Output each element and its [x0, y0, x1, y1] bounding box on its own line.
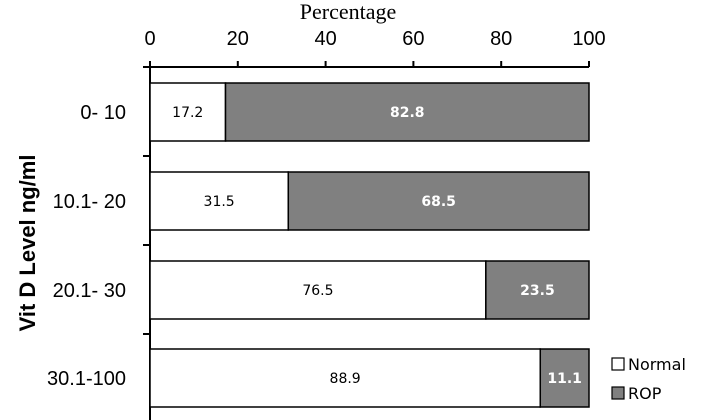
x-tick-label: 40: [314, 28, 336, 50]
bar-normal: [149, 260, 487, 320]
bar-rop: [224, 82, 590, 142]
y-tick-label: 30.1-100: [47, 368, 126, 390]
x-tick-label: 0: [144, 28, 155, 50]
y-tick-label: 20.1- 30: [53, 280, 126, 302]
data-label-normal: 76.5: [302, 283, 333, 299]
data-label-normal: 88.9: [330, 371, 361, 387]
y-tick-label: 10.1- 20: [53, 191, 126, 213]
legend-swatch-normal: [611, 357, 625, 371]
y-axis-label: Vit D Level ng/ml: [15, 155, 40, 332]
x-tick-label: 80: [490, 28, 512, 50]
bar-normal: [149, 82, 227, 142]
bar-normal: [149, 348, 542, 408]
x-tick-label: 60: [402, 28, 424, 50]
data-label-normal: 17.2: [172, 105, 203, 121]
data-label-rop: 68.5: [421, 194, 456, 210]
bar-rop: [539, 348, 590, 408]
x-tick-label: 100: [572, 28, 605, 50]
data-label-rop: 23.5: [520, 283, 555, 299]
data-label-rop: 11.1: [547, 371, 582, 387]
plot-area: 0 20 40 60 80 100 0- 10 17.2 82.8 10.1- 20 31.5 68.…: [47, 28, 606, 420]
data-label-normal: 31.5: [204, 194, 235, 210]
data-label-rop: 82.8: [390, 105, 425, 121]
bar-rop: [287, 171, 590, 231]
bar-rop: [485, 260, 590, 320]
legend-label-normal: Normal: [628, 355, 686, 374]
legend-label-rop: ROP: [628, 384, 662, 403]
legend-swatch-rop: [611, 386, 625, 400]
chart-title: Percentage: [300, 0, 397, 24]
y-tick-label: 0- 10: [80, 102, 126, 124]
legend: Normal ROP: [611, 355, 686, 403]
x-tick-label: 20: [227, 28, 249, 50]
bar-normal: [149, 171, 290, 231]
